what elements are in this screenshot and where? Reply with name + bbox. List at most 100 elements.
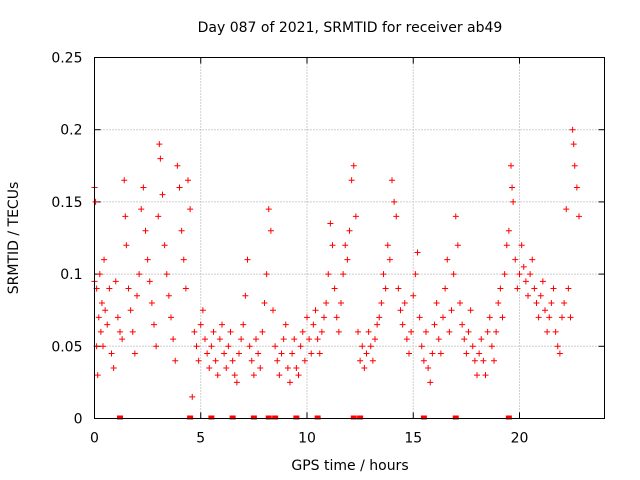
data-point bbox=[178, 227, 185, 234]
data-point bbox=[435, 336, 442, 343]
data-point bbox=[361, 364, 368, 371]
data-point bbox=[514, 285, 521, 292]
data-point bbox=[140, 184, 147, 191]
data-point bbox=[365, 328, 372, 335]
data-point bbox=[212, 357, 219, 364]
data-point bbox=[350, 162, 357, 169]
data-points bbox=[91, 126, 582, 420]
data-point bbox=[567, 314, 574, 321]
data-point bbox=[355, 328, 361, 335]
data-point bbox=[369, 357, 376, 364]
y-tick-label: 0.1 bbox=[60, 267, 82, 283]
data-point bbox=[527, 271, 534, 278]
zero-value-marker bbox=[505, 415, 512, 420]
data-point bbox=[308, 350, 315, 357]
data-point bbox=[112, 278, 119, 285]
data-point bbox=[509, 184, 516, 191]
data-point bbox=[187, 206, 194, 213]
data-point bbox=[97, 328, 104, 335]
data-point bbox=[384, 242, 391, 249]
data-point bbox=[335, 328, 342, 335]
data-point bbox=[134, 292, 140, 299]
data-point bbox=[282, 321, 289, 328]
chart-title: Day 087 of 2021, SRMTID for receiver ab4… bbox=[198, 20, 503, 36]
data-point bbox=[161, 242, 168, 249]
data-point bbox=[219, 321, 225, 328]
data-point bbox=[248, 357, 255, 364]
data-point bbox=[338, 299, 344, 306]
data-point bbox=[397, 307, 404, 314]
data-point bbox=[559, 314, 565, 321]
data-point bbox=[163, 271, 170, 278]
data-point bbox=[333, 314, 340, 321]
data-point bbox=[497, 285, 504, 292]
data-point bbox=[240, 321, 247, 328]
data-point bbox=[539, 278, 546, 285]
x-tick-label: 20 bbox=[511, 431, 529, 447]
data-point bbox=[304, 314, 310, 321]
data-point bbox=[114, 314, 121, 321]
data-point bbox=[92, 198, 99, 205]
data-point bbox=[491, 357, 497, 364]
data-point bbox=[159, 191, 166, 198]
plot-frame bbox=[94, 57, 605, 419]
zero-value-marker bbox=[357, 415, 364, 420]
data-point bbox=[367, 343, 374, 350]
data-point bbox=[231, 372, 238, 379]
data-point bbox=[96, 271, 103, 278]
data-point bbox=[170, 336, 177, 343]
data-point bbox=[410, 292, 417, 299]
y-tick-label: 0 bbox=[74, 412, 83, 428]
data-point bbox=[423, 328, 429, 335]
data-point bbox=[573, 184, 580, 191]
y-tick-label: 0.05 bbox=[51, 339, 82, 355]
data-point bbox=[561, 299, 568, 306]
data-point bbox=[276, 372, 283, 379]
data-point bbox=[259, 328, 266, 335]
data-point bbox=[546, 314, 553, 321]
data-point bbox=[125, 285, 132, 292]
data-point bbox=[148, 299, 155, 306]
data-point bbox=[503, 242, 510, 249]
data-point bbox=[246, 343, 253, 350]
data-point bbox=[376, 314, 383, 321]
data-point bbox=[476, 350, 483, 357]
data-point bbox=[495, 299, 502, 306]
data-point bbox=[329, 242, 336, 249]
data-point bbox=[95, 314, 102, 321]
data-point bbox=[287, 379, 293, 386]
x-tick-label: 0 bbox=[90, 431, 99, 447]
data-point bbox=[352, 213, 359, 220]
data-point bbox=[357, 357, 364, 364]
data-point bbox=[104, 321, 111, 328]
data-point bbox=[576, 213, 582, 220]
data-point bbox=[488, 343, 495, 350]
data-point bbox=[463, 350, 470, 357]
data-point bbox=[295, 372, 302, 379]
data-point bbox=[512, 256, 519, 263]
data-point bbox=[180, 256, 187, 263]
data-point bbox=[223, 364, 230, 371]
data-point bbox=[227, 328, 234, 335]
data-point bbox=[291, 336, 298, 343]
data-point bbox=[129, 328, 136, 335]
data-point bbox=[418, 343, 425, 350]
data-point bbox=[382, 285, 389, 292]
data-point bbox=[344, 256, 351, 263]
data-point bbox=[151, 321, 157, 328]
zero-value-marker bbox=[187, 415, 194, 420]
data-point bbox=[465, 328, 472, 335]
data-point bbox=[312, 307, 319, 314]
data-point bbox=[122, 213, 129, 220]
data-point bbox=[267, 227, 274, 234]
data-point bbox=[425, 364, 432, 371]
data-point bbox=[482, 372, 489, 379]
data-point bbox=[508, 162, 514, 169]
zero-value-marker bbox=[420, 415, 427, 420]
data-point bbox=[459, 321, 466, 328]
zero-value-marker bbox=[272, 415, 279, 420]
data-point bbox=[399, 321, 406, 328]
data-point bbox=[486, 314, 493, 321]
data-point bbox=[238, 336, 245, 343]
